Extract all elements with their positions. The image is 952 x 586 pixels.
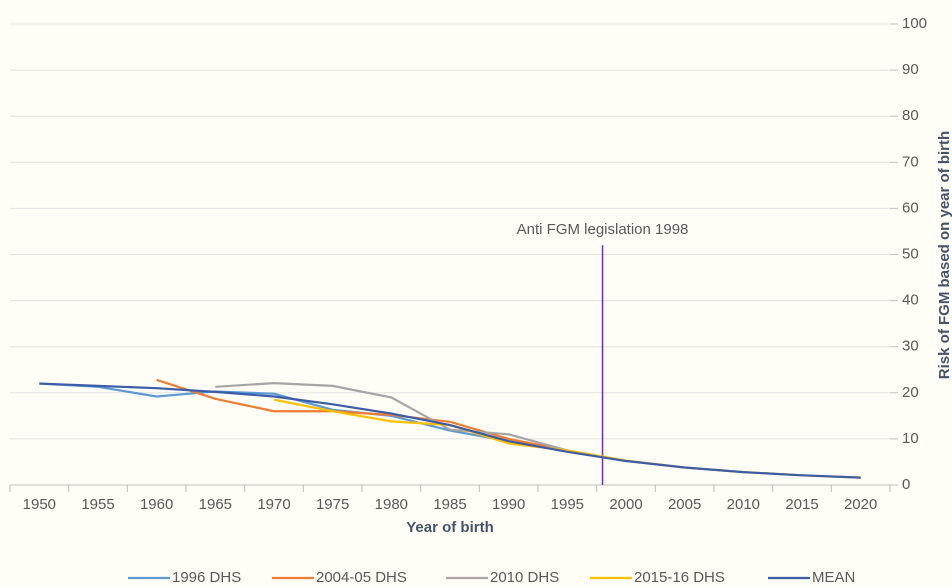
y-tick-label: 20 <box>902 384 919 401</box>
x-tick-label: 1975 <box>316 496 349 513</box>
y-tick-label: 60 <box>902 199 919 216</box>
legend-label: 2010 DHS <box>490 569 559 586</box>
x-tick-label: 2000 <box>609 496 642 513</box>
x-tick-label: 1995 <box>551 496 584 513</box>
series-line <box>39 382 861 479</box>
y-axis-label: Risk of FGM based on year of birth <box>936 131 952 379</box>
x-tick-label: 1985 <box>433 496 466 513</box>
x-tick-label: 1950 <box>23 496 56 513</box>
legend-label: 2015-16 DHS <box>634 569 725 586</box>
x-tick-label: 2010 <box>727 496 760 513</box>
x-axis-label: Year of birth <box>406 519 494 536</box>
x-tick-label: 1960 <box>140 496 173 513</box>
y-tick-label: 40 <box>902 292 919 309</box>
y-tick-label: 70 <box>902 153 919 170</box>
y-tick-label: 90 <box>902 61 919 78</box>
series-line <box>156 378 568 452</box>
y-tick-label: 0 <box>902 476 910 493</box>
y-tick-label: 100 <box>902 15 927 32</box>
y-tick-label: 50 <box>902 245 919 262</box>
legend-label: 1996 DHS <box>172 569 241 586</box>
x-tick-label: 1955 <box>81 496 114 513</box>
annotation-text: Anti FGM legislation 1998 <box>517 221 689 238</box>
legend-label: MEAN <box>812 569 855 586</box>
legend-label: 2004-05 DHS <box>316 569 407 586</box>
y-tick-label: 30 <box>902 338 919 355</box>
x-tick-label: 1965 <box>199 496 232 513</box>
x-tick-label: 1990 <box>492 496 525 513</box>
series-line <box>39 382 509 443</box>
y-tick-label: 10 <box>902 430 919 447</box>
x-tick-label: 2020 <box>844 496 877 513</box>
y-tick-label: 80 <box>902 107 919 124</box>
x-tick-label: 1970 <box>257 496 290 513</box>
series-line <box>215 382 627 463</box>
x-tick-label: 1980 <box>375 496 408 513</box>
x-tick-label: 2005 <box>668 496 701 513</box>
x-tick-label: 2015 <box>785 496 818 513</box>
